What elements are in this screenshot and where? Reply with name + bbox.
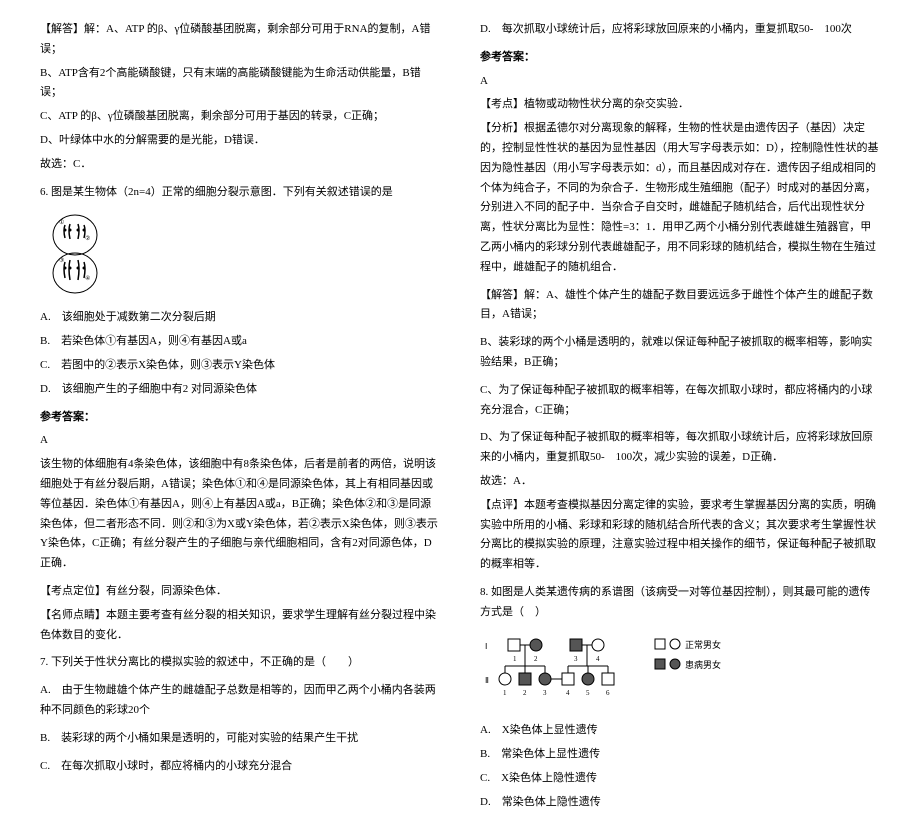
q6-option-c: C. 若图中的②表示X染色体，则③表示Y染色体 xyxy=(40,356,440,376)
legend-affected: 患病男女 xyxy=(685,659,721,670)
exam-point-2: 【考点】植物或动物性状分离的杂交实验． xyxy=(480,95,880,115)
answer-label-2: 参考答案： xyxy=(480,48,880,68)
q6-option-b: B. 若染色体①有基因A，则④有基因A或a xyxy=(40,332,440,352)
teacher-comment: 【名师点睛】本题主要考查有丝分裂的相关知识，要求学生理解有丝分裂过程中染色体数目… xyxy=(40,606,440,646)
explain-b: B、ATP含有2个高能磷酸键，只有末端的高能磷酸键能为生命活动供能量，B错误； xyxy=(40,64,440,104)
svg-text:4: 4 xyxy=(596,655,600,663)
right-column: D. 每次抓取小球统计后，应将彩球放回原来的小桶内，重复抓取50- 100次 参… xyxy=(480,20,880,817)
answer-value: A xyxy=(40,431,440,451)
q7-option-a: A. 由于生物雌雄个体产生的雌雄配子总数是相等的，因而甲乙两个小桶内各装两种不同… xyxy=(40,681,440,721)
svg-text:2: 2 xyxy=(534,655,538,663)
svg-text:③: ③ xyxy=(59,257,64,264)
svg-text:①: ① xyxy=(59,219,64,226)
answer-label: 参考答案： xyxy=(40,408,440,428)
explain-c: C、ATP 的β、γ位磷酸基团脱离，剩余部分可用于基因的转录，C正确； xyxy=(40,107,440,127)
pedigree-figure: Ⅰ 1 2 3 4 Ⅱ xyxy=(480,631,880,714)
solution-a: 【解答】解：A、雄性个体产生的雄配子数目要远远多于雌性个体产生的雌配子数目，A错… xyxy=(480,286,880,326)
question-6: 6. 图是某生物体（2n=4）正常的细胞分裂示意图．下列有关叙述错误的是 xyxy=(40,183,440,203)
q7-option-d: D. 每次抓取小球统计后，应将彩球放回原来的小桶内，重复抓取50- 100次 xyxy=(480,20,880,40)
legend-normal: 正常男女 xyxy=(685,639,721,650)
svg-text:5: 5 xyxy=(586,689,590,697)
svg-text:Ⅱ: Ⅱ xyxy=(485,676,489,685)
q8-option-d: D. 常染色体上隐性遗传 xyxy=(480,793,880,813)
comment-text: 【点评】本题考查模拟基因分离定律的实验，要求考生掌握基因分离的实质，明确实验中所… xyxy=(480,496,880,575)
question-7: 7. 下列关于性状分离比的模拟实验的叙述中，不正确的是（ ） xyxy=(40,653,440,673)
final-answer: 故选：A． xyxy=(480,472,880,492)
q6-option-a: A. 该细胞处于减数第二次分裂后期 xyxy=(40,308,440,328)
cell-division-figure: ① ② ③ ④ xyxy=(40,210,110,300)
q8-option-a: A. X染色体上显性遗传 xyxy=(480,721,880,741)
question-8: 8. 如图是人类某遗传病的系谱图（该病受一对等位基因控制），则其最可能的遗传方式… xyxy=(480,583,880,623)
svg-text:1: 1 xyxy=(513,655,517,663)
explanation-text: 该生物的体细胞有4条染色体，该细胞中有8条染色体，后者是前者的两倍，说明该细胞处… xyxy=(40,455,440,574)
svg-text:2: 2 xyxy=(523,689,527,697)
q6-option-d: D. 该细胞产生的子细胞中有2 对同源染色体 xyxy=(40,380,440,400)
q8-option-b: B. 常染色体上显性遗传 xyxy=(480,745,880,765)
left-column: 【解答】解：A、ATP 的β、γ位磷酸基团脱离，剩余部分可用于RNA的复制，A错… xyxy=(40,20,440,817)
exam-point: 【考点定位】有丝分裂，同源染色体． xyxy=(40,582,440,602)
svg-text:Ⅰ: Ⅰ xyxy=(485,642,487,651)
solution-d: D、为了保证每种配子被抓取的概率相等，每次抓取小球统计后，应将彩球放回原来的小桶… xyxy=(480,428,880,468)
svg-text:②: ② xyxy=(85,235,90,242)
solution-b: B、装彩球的两个小桶是透明的，就难以保证每种配子被抓取的概率相等，影响实验结果，… xyxy=(480,333,880,373)
explain-d: D、叶绿体中水的分解需要的是光能，D错误． xyxy=(40,131,440,151)
svg-text:4: 4 xyxy=(566,689,570,697)
svg-text:3: 3 xyxy=(543,689,547,697)
analysis-text: 【分析】根据孟德尔对分离现象的解释，生物的性状是由遗传因子（基因）决定的，控制显… xyxy=(480,119,880,277)
explain-answer: 故选：C． xyxy=(40,155,440,175)
explain-a: 【解答】解：A、ATP 的β、γ位磷酸基团脱离，剩余部分可用于RNA的复制，A错… xyxy=(40,20,440,60)
svg-text:6: 6 xyxy=(606,689,610,697)
q8-option-c: C. X染色体上隐性遗传 xyxy=(480,769,880,789)
q7-option-c: C. 在每次抓取小球时，都应将桶内的小球充分混合 xyxy=(40,757,440,777)
svg-text:1: 1 xyxy=(503,689,507,697)
q7-option-b: B. 装彩球的两个小桶如果是透明的，可能对实验的结果产生干扰 xyxy=(40,729,440,749)
solution-c: C、为了保证每种配子被抓取的概率相等，在每次抓取小球时，都应将桶内的小球充分混合… xyxy=(480,381,880,421)
svg-text:④: ④ xyxy=(85,275,90,282)
answer-value-2: A xyxy=(480,72,880,92)
svg-text:3: 3 xyxy=(574,655,578,663)
